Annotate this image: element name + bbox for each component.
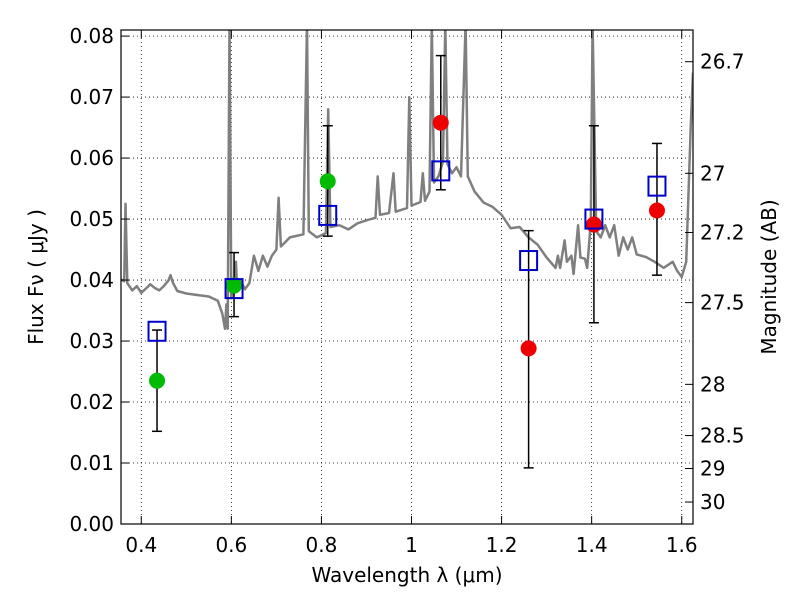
x-tick-label: 0.6 (215, 533, 247, 557)
x-tick-label: 1.6 (666, 533, 698, 557)
x-tick-label: 1 (405, 533, 418, 557)
y-axis-label: Flux Fν ( μJy ) (24, 209, 48, 345)
y-tick-label: 0.00 (69, 512, 114, 536)
model-flux-square (647, 175, 667, 197)
y-tick-label: 0.03 (69, 329, 114, 353)
magnitude-tick-label: 28.5 (700, 424, 745, 448)
y-tick-label: 0.01 (69, 451, 114, 475)
model-flux-square (318, 204, 338, 226)
magnitude-tick-label: 26.7 (700, 50, 745, 74)
x-tick-label: 1.4 (576, 533, 608, 557)
markers (147, 114, 667, 389)
magnitude-tick-label: 27 (700, 161, 725, 185)
red-flux-point (520, 340, 537, 357)
y-tick-label: 0.05 (69, 207, 114, 231)
model-flux-square (519, 250, 539, 272)
green-flux-point (319, 173, 336, 190)
x-tick-label: 0.8 (306, 533, 338, 557)
y2-axis-label: Magnitude (AB) (757, 199, 781, 354)
model-flux-square (584, 208, 604, 230)
magnitude-tick-label: 27.5 (700, 291, 745, 315)
x-axis-label: Wavelength λ (μm) (311, 563, 502, 587)
model-flux-square (224, 278, 244, 300)
y-tick-label: 0.08 (69, 24, 114, 48)
ticks (121, 30, 693, 525)
green-flux-point (226, 277, 243, 294)
magnitude-tick-label: 30 (700, 490, 725, 514)
green-flux-point (149, 372, 166, 389)
plot-background (121, 30, 693, 524)
model-flux-square (431, 160, 451, 182)
x-tick-label: 1.2 (486, 533, 518, 557)
magnitude-tick-label: 27.2 (700, 220, 745, 244)
spectrum-line (121, 30, 693, 331)
spectrum-layer (121, 30, 693, 331)
red-flux-point (432, 114, 449, 131)
model-flux-square (147, 320, 167, 342)
y-tick-label: 0.02 (69, 390, 114, 414)
y-tick-label: 0.06 (69, 146, 114, 170)
y-tick-label: 0.07 (69, 85, 114, 109)
tick-labels: 0.4 0.6 0.8 1 1.2 1.4 1.6 0.00 0.01 0.02 0.03 0.04 0… (69, 24, 744, 557)
magnitude-tick-label: 28 (700, 372, 725, 396)
magnitude-tick-label: 29 (700, 457, 725, 481)
red-flux-point (585, 216, 602, 233)
red-flux-point (648, 202, 665, 219)
y-tick-label: 0.04 (69, 268, 114, 292)
x-tick-label: 0.4 (125, 533, 157, 557)
plot-frame (120, 29, 694, 525)
